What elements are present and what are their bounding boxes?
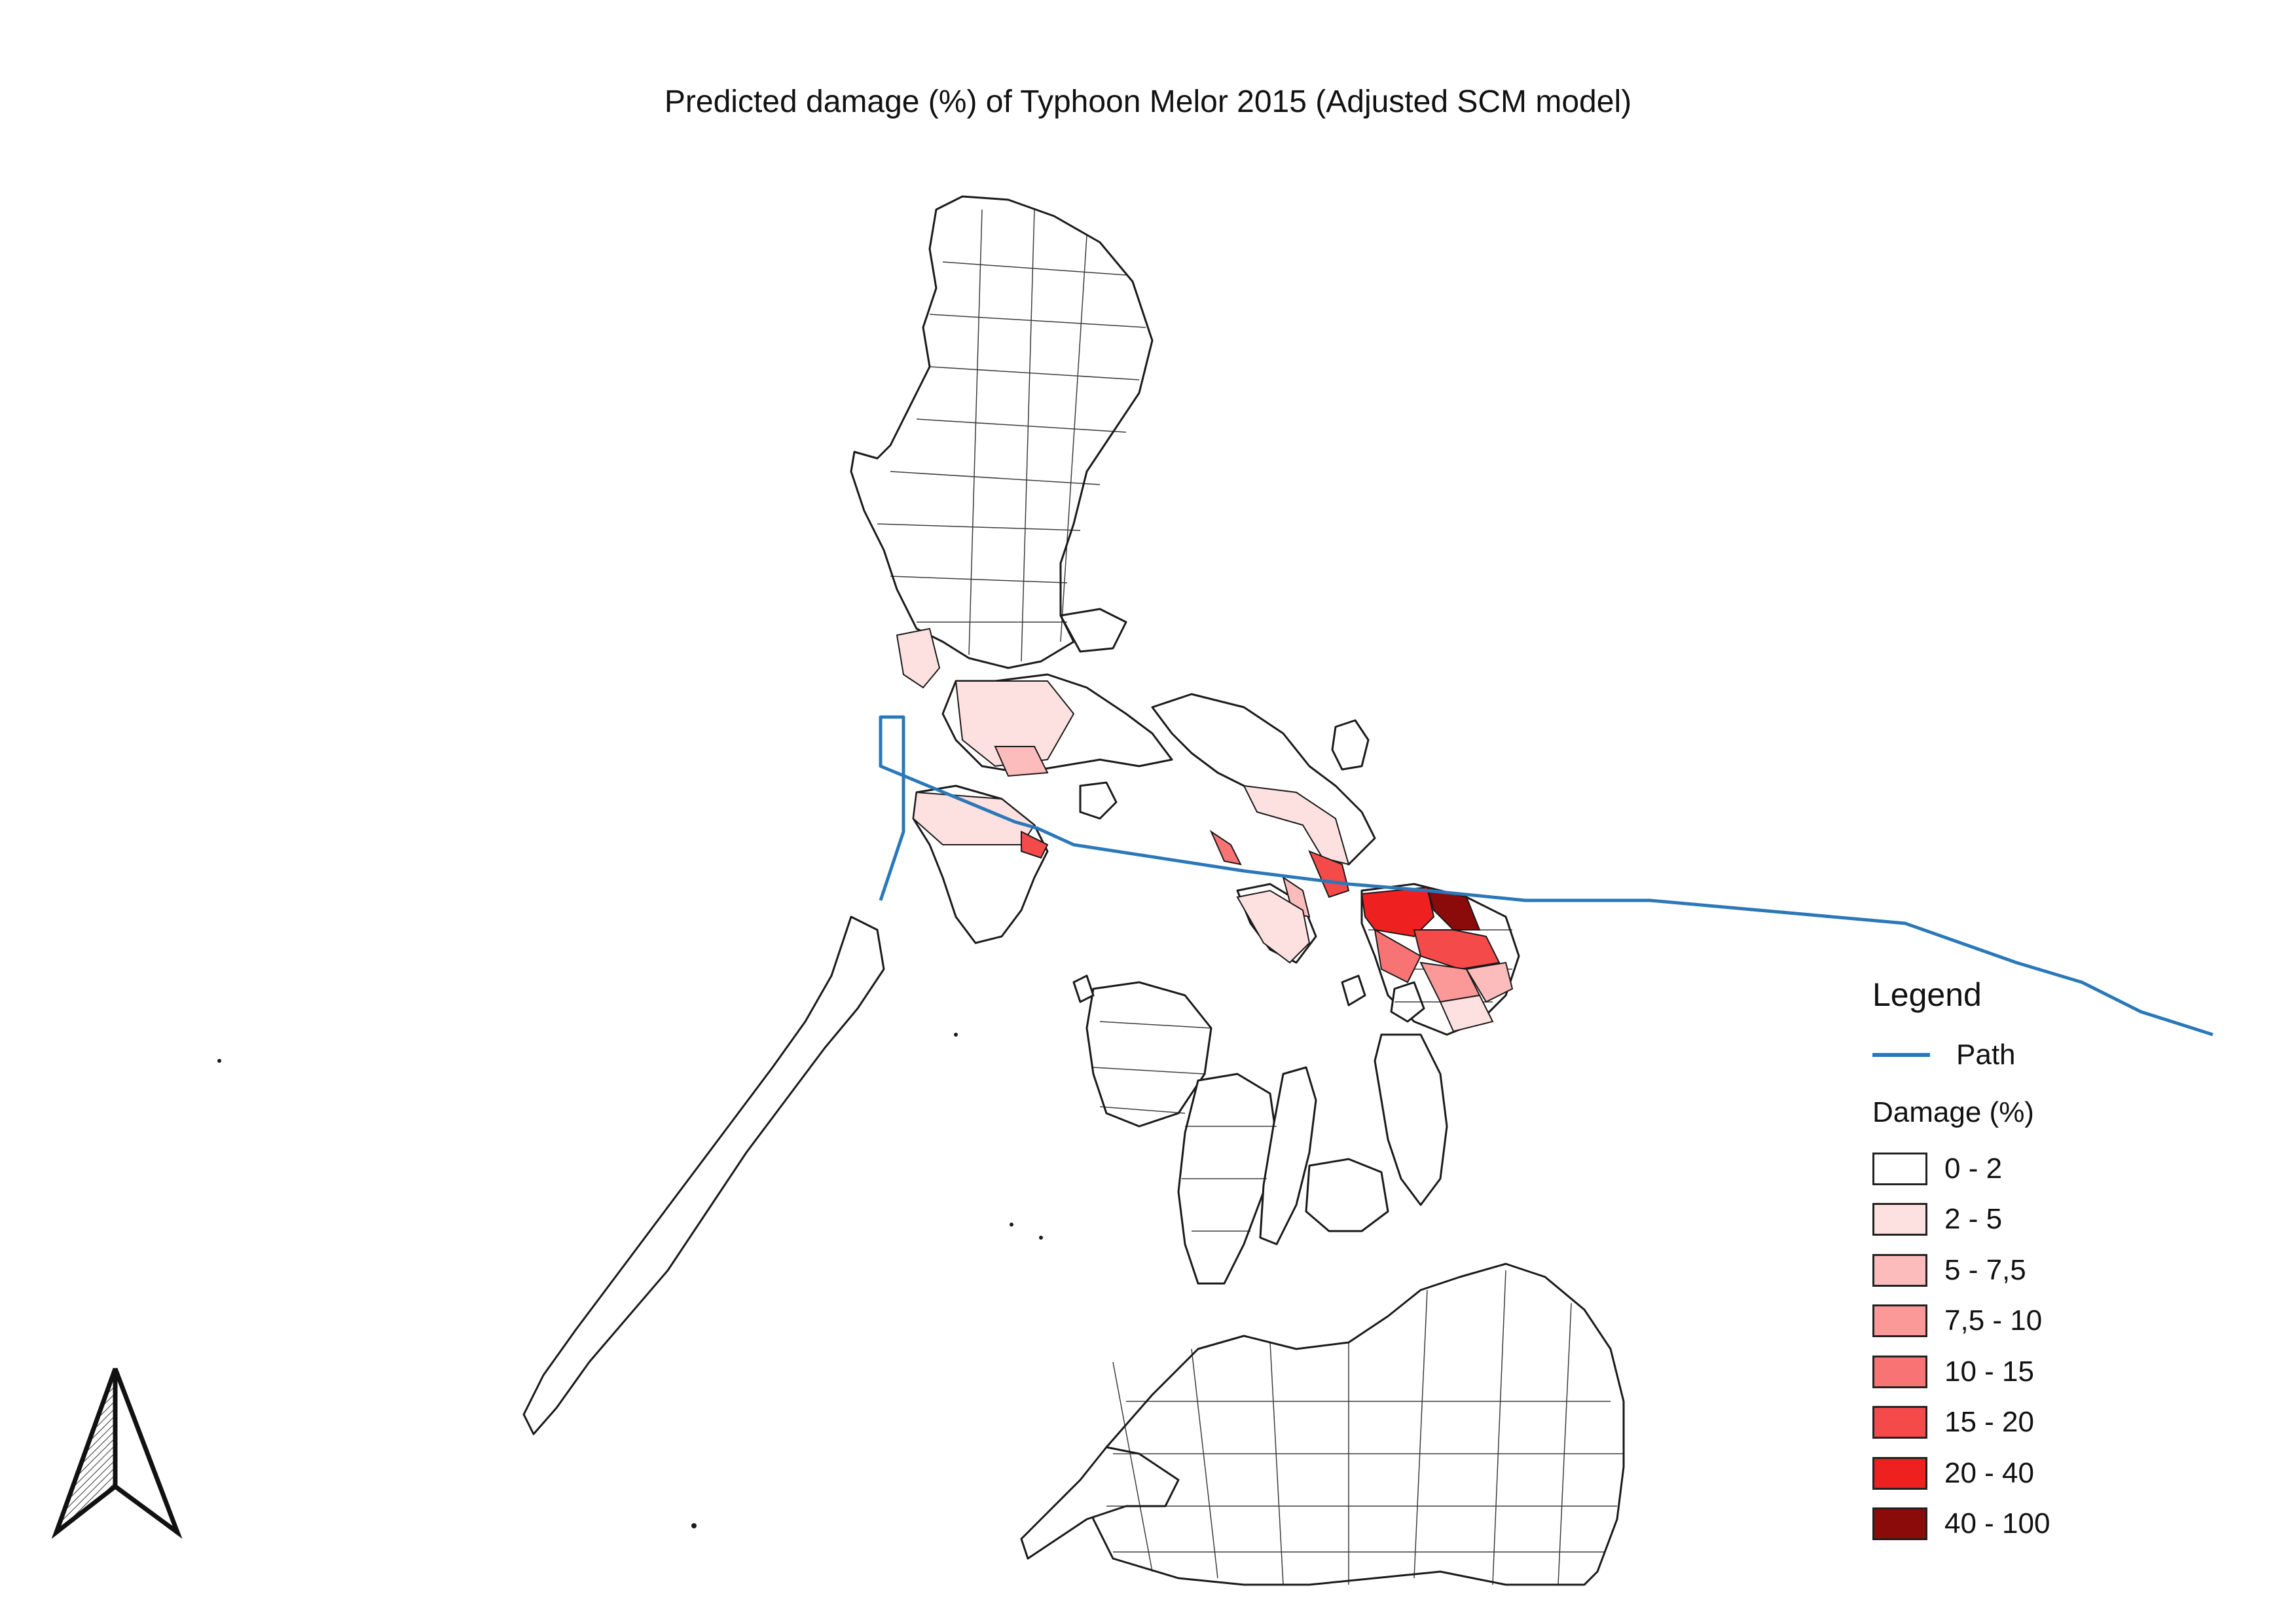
island-dot xyxy=(1010,1223,1013,1227)
region-zamboanga xyxy=(1020,1446,1180,1560)
legend-swatch xyxy=(1872,1507,1927,1541)
legend-swatch xyxy=(1872,1304,1927,1338)
region-island-1 xyxy=(1059,608,1127,653)
legend-item: 10 - 15 xyxy=(1872,1346,2213,1397)
region-panay xyxy=(1085,981,1212,1128)
damage-area-calabarzon-south xyxy=(994,746,1049,777)
island-dot xyxy=(954,1033,958,1037)
legend-path-row: Path xyxy=(1872,1039,2213,1071)
legend-label: 7,5 - 10 xyxy=(1944,1304,2043,1337)
island-dot xyxy=(691,1523,697,1528)
damage-area-samar-north xyxy=(1360,886,1435,938)
legend-title: Legend xyxy=(1872,976,1982,1013)
legend-path-label: Path xyxy=(1956,1039,2016,1071)
region-palawan xyxy=(522,915,885,1435)
legend-item: 7,5 - 10 xyxy=(1872,1296,2213,1347)
typhoon-path-line xyxy=(879,715,2214,1037)
legend-label: 0 - 2 xyxy=(1944,1152,2003,1185)
region-bohol xyxy=(1305,1158,1389,1232)
damage-area-manila-bay xyxy=(896,627,941,689)
island-dot xyxy=(1039,1236,1043,1240)
island-dot xyxy=(217,1059,221,1063)
damage-area-samar-central xyxy=(1374,929,1422,984)
legend-swatch xyxy=(1872,1355,1927,1388)
legend-item: 20 - 40 xyxy=(1872,1448,2213,1499)
damage-area-masbate xyxy=(1236,889,1311,964)
damage-area-burias xyxy=(1209,830,1242,866)
legend-item: 15 - 20 xyxy=(1872,1397,2213,1449)
damage-area-mindoro-east xyxy=(1021,830,1049,859)
legend-swatch xyxy=(1872,1406,1927,1439)
legend-item: 40 - 100 xyxy=(1872,1499,2213,1550)
region-island-2 xyxy=(1072,974,1095,1003)
region-island-3 xyxy=(1341,974,1366,1006)
legend-damage-title: Damage (%) xyxy=(1872,1096,2034,1128)
legend-swatch xyxy=(1872,1253,1927,1287)
region-leyte xyxy=(1374,1033,1448,1206)
north-arrow-icon xyxy=(51,1367,183,1539)
region-mindanao xyxy=(1085,1263,1625,1586)
legend-item: 5 - 7,5 xyxy=(1872,1245,2213,1296)
legend-label: 10 - 15 xyxy=(1944,1355,2034,1388)
legend-swatch xyxy=(1872,1456,1927,1490)
region-cebu xyxy=(1259,1066,1317,1246)
region-catanduanes xyxy=(1331,719,1370,771)
legend-label: 20 - 40 xyxy=(1944,1456,2034,1489)
region-marinduque xyxy=(1079,781,1118,820)
legend-label: 40 - 100 xyxy=(1944,1507,2050,1540)
damage-area-samar-south-3 xyxy=(1439,994,1494,1033)
legend-path-line-icon xyxy=(1872,1053,1930,1057)
legend-label: 15 - 20 xyxy=(1944,1406,2034,1439)
region-luzon xyxy=(850,195,1154,669)
legend-label: 5 - 7,5 xyxy=(1944,1253,2026,1286)
legend-items: 0 - 2 2 - 5 5 - 7,5 7,5 - 10 10 - 15 15 … xyxy=(1872,1143,2213,1549)
map-legend: Legend Path Damage (%) 0 - 2 2 - 5 5 - 7… xyxy=(1872,976,2213,1549)
legend-swatch xyxy=(1872,1203,1927,1236)
legend-item: 0 - 2 xyxy=(1872,1143,2213,1194)
legend-item: 2 - 5 xyxy=(1872,1194,2213,1246)
damage-area-calabarzon xyxy=(955,680,1075,767)
damage-area-ticao xyxy=(1282,876,1311,918)
damage-area-samar-south-2 xyxy=(1465,961,1514,1003)
map-title: Predicted damage (%) of Typhoon Melor 20… xyxy=(664,84,1632,119)
legend-label: 2 - 5 xyxy=(1944,1203,2003,1236)
legend-swatch xyxy=(1872,1152,1927,1185)
